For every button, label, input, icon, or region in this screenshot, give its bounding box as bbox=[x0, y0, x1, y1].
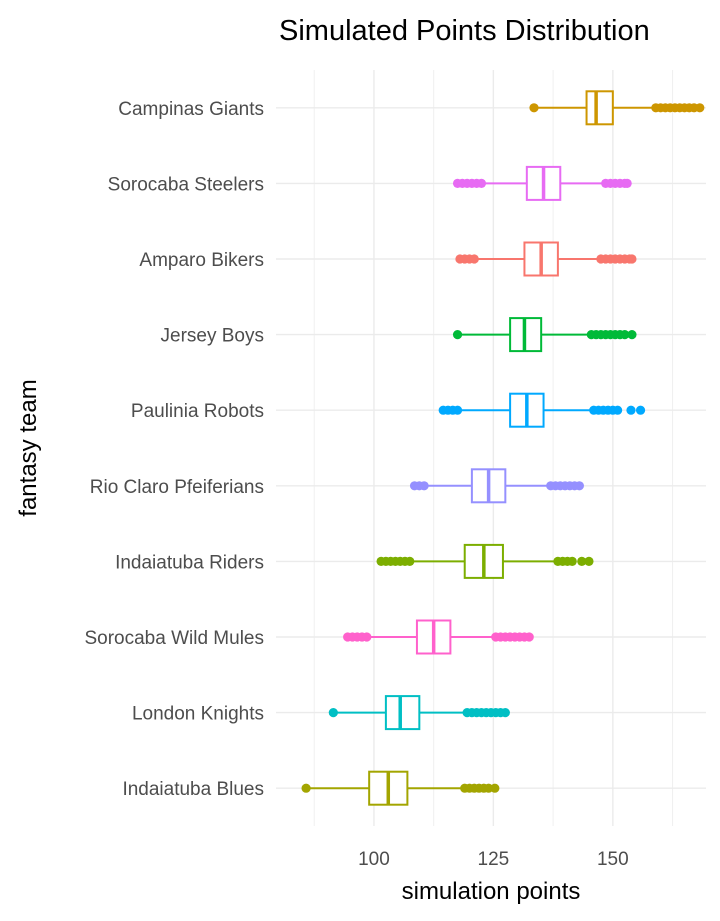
outlier-point bbox=[627, 254, 637, 264]
outlier-point bbox=[452, 330, 463, 340]
outlier-point bbox=[584, 556, 594, 567]
box-indaiatuba-blues bbox=[301, 770, 500, 806]
y-tick-label: Paulinia Robots bbox=[131, 401, 264, 422]
box-iqr bbox=[384, 695, 421, 731]
y-tick-label: London Knights bbox=[132, 704, 264, 725]
y-tick-label: Indaiatuba Riders bbox=[115, 552, 264, 573]
outlier-point bbox=[567, 556, 577, 567]
box-london-knights bbox=[328, 695, 510, 731]
box-rio-claro-pfeiferians bbox=[409, 468, 584, 504]
outlier-point bbox=[328, 708, 338, 718]
chart-title: Simulated Points Distribution bbox=[279, 15, 650, 47]
box-jersey-boys bbox=[452, 317, 637, 353]
y-tick-label: Indaiatuba Blues bbox=[122, 779, 264, 800]
y-tick-label: Sorocaba Wild Mules bbox=[84, 628, 264, 649]
box-sorocaba-steelers bbox=[452, 165, 632, 201]
y-tick-label: Rio Claro Pfeiferians bbox=[90, 477, 264, 498]
box-sorocaba-wild-mules bbox=[343, 619, 534, 655]
outlier-point bbox=[620, 330, 630, 340]
y-tick-label: Jersey Boys bbox=[161, 326, 264, 347]
outlier-point bbox=[419, 481, 429, 491]
outlier-point bbox=[529, 103, 539, 113]
outlier-point bbox=[476, 178, 487, 188]
outlier-point bbox=[622, 178, 632, 188]
outlier-point bbox=[613, 405, 623, 415]
y-tick-label: Campinas Giants bbox=[118, 99, 264, 120]
x-tick-label: 100 bbox=[358, 849, 390, 870]
box-campinas-giants bbox=[529, 90, 705, 126]
outlier-point bbox=[490, 783, 500, 793]
box-iqr bbox=[585, 90, 614, 126]
outlier-point bbox=[627, 330, 637, 340]
outlier-point bbox=[626, 405, 636, 415]
outlier-point bbox=[635, 405, 646, 415]
outlier-point bbox=[452, 405, 463, 415]
outlier-point bbox=[301, 783, 311, 793]
box-paulinia-robots bbox=[438, 392, 646, 428]
x-tick-label: 150 bbox=[597, 849, 629, 870]
outlier-point bbox=[574, 481, 584, 491]
y-tick-label: Amparo Bikers bbox=[139, 250, 264, 271]
outlier-point bbox=[405, 556, 415, 567]
x-axis-title: simulation points bbox=[402, 878, 581, 905]
outlier-point bbox=[469, 254, 479, 264]
box-indaiatuba-riders bbox=[376, 543, 594, 579]
y-axis-title: fantasy team bbox=[15, 379, 42, 516]
y-tick-labels: Campinas Giants Sorocaba Steelers Amparo B… bbox=[84, 99, 264, 800]
outlier-point bbox=[362, 632, 372, 642]
x-tick-label: 125 bbox=[478, 849, 510, 870]
outlier-point bbox=[695, 103, 705, 113]
x-tick-labels: 100 125 150 bbox=[358, 849, 629, 870]
box-amparo-bikers bbox=[455, 241, 637, 277]
outlier-point bbox=[500, 708, 510, 718]
y-tick-label: Sorocaba Steelers bbox=[108, 174, 264, 195]
box-marks bbox=[301, 90, 705, 806]
outlier-point bbox=[524, 632, 534, 642]
outlier-point bbox=[577, 556, 587, 567]
